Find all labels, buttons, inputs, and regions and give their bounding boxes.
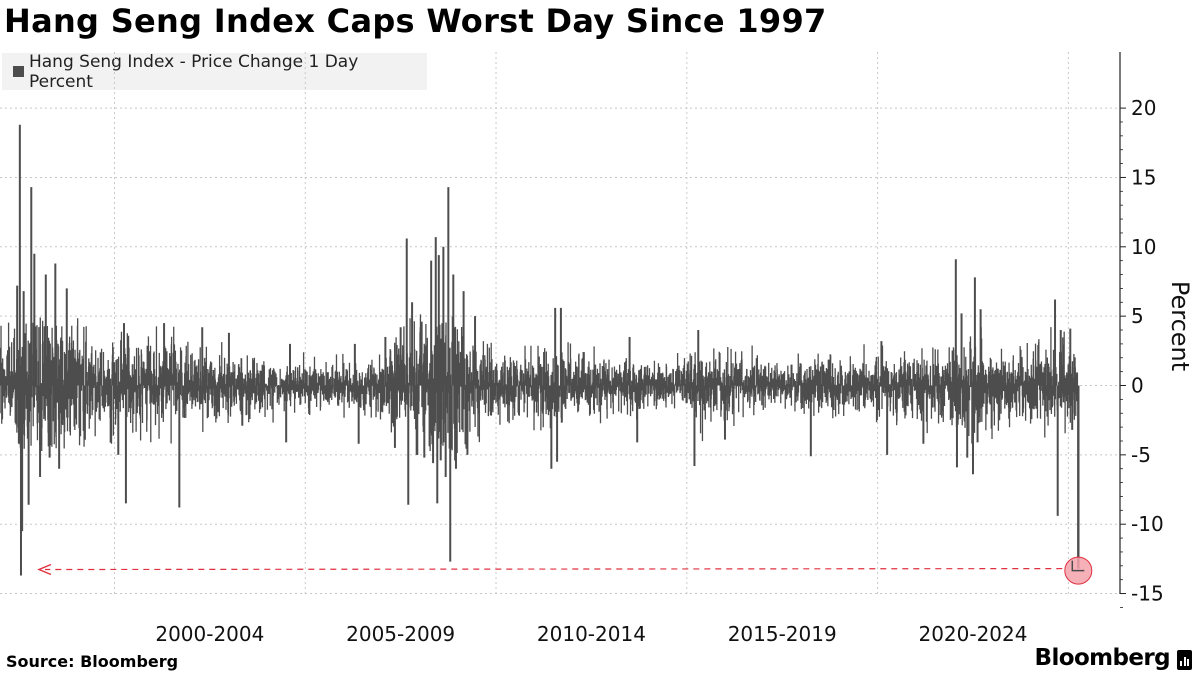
y-tick-label: -10 [1131,512,1164,536]
daily-change-bars [0,124,1080,576]
y-axis-title: Percent [1166,281,1194,371]
y-tick-label: 0 [1131,374,1144,398]
x-tick-label: 2005-2009 [346,622,455,646]
annotation-layer [37,556,1093,585]
latest-day-marker [1071,560,1085,572]
daily-change-bar-cluster [0,314,1079,461]
axis-layer: 20 15 10 5 0 -5 -10 -15 Percent 2000-2004 2005-200… [155,52,1194,646]
y-tick-label: -15 [1131,582,1164,606]
bar-chart-icon [1177,650,1192,670]
legend-label: Hang Seng Index - Price Change 1 Day Per… [28,51,359,92]
brand-logo: Bloomberg [1034,645,1171,671]
y-tick-label: 15 [1131,165,1156,189]
reference-arrow-head [37,563,52,576]
source-note: Source: Bloomberg [6,652,179,671]
x-tick-label: 2000-2004 [155,622,264,646]
y-tick-label: -5 [1131,443,1151,467]
x-tick-label: 2020-2024 [918,622,1027,646]
y-tick-label: 5 [1131,304,1144,328]
chart-title: Hang Seng Index Caps Worst Day Since 199… [4,2,827,40]
y-tick-label: 10 [1131,235,1156,259]
x-tick-label: 2010-2014 [537,622,646,646]
y-tick-label: 20 [1131,96,1156,120]
x-tick-label: 2015-2019 [728,622,837,646]
reference-arrow-line [44,567,1063,571]
chart-legend: Hang Seng Index - Price Change 1 Day Per… [2,51,427,92]
legend-swatch-icon [13,66,24,77]
